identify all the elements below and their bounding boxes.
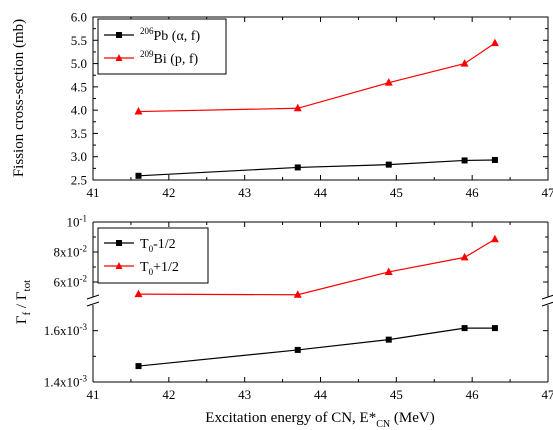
- top-x-tick-label: 42: [162, 185, 175, 200]
- legend-t0-plus-marker: [115, 262, 123, 269]
- bottom-legend-box: [97, 227, 209, 284]
- legend-t0-minus-marker: [116, 240, 122, 246]
- bottom-series-0-point: [294, 346, 301, 353]
- legend-bi-label: 209Bi (p, f): [140, 49, 199, 67]
- bottom-x-tick-label: 41: [87, 387, 100, 402]
- legend-t0-minus-label: T0-1/2: [140, 237, 176, 254]
- legend-entry-t0-plus: T0+1/2: [104, 260, 179, 277]
- bottom-series-0-point: [135, 363, 142, 370]
- top-y-tick-label: 3.5: [71, 126, 87, 141]
- top-series-0-point: [135, 172, 142, 179]
- bottom-chart: 41 42 43 44 45 46 47 10-1 8x10-2 6x10-2 1.6x10-3 1.…: [14, 214, 553, 430]
- top-ticks: 41 42 43 44 45 46 47 2.5 3.0 3.5 4.0 4.5 5.0 5.5 6.0: [71, 10, 553, 201]
- axis-break-left: [86, 294, 100, 307]
- top-y-tick-label: 4.5: [71, 79, 87, 94]
- legend-entry-t0-minus: T0-1/2: [104, 237, 176, 254]
- top-series-1-point: [134, 107, 143, 115]
- bottom-series-1-point: [134, 289, 143, 298]
- top-series-1-point: [384, 78, 393, 86]
- bottom-series-0-point: [461, 325, 468, 332]
- bottom-y-tick-label: 10-1: [67, 214, 88, 230]
- bottom-y-tick-label: 1.6x10-3: [44, 322, 88, 338]
- legend-entry-bi: 209Bi (p, f): [104, 49, 199, 67]
- bottom-x-tick-label: 42: [162, 387, 175, 402]
- top-series-0-point: [385, 161, 392, 168]
- top-series-1-point: [293, 103, 302, 112]
- top-series-0-point: [294, 164, 301, 171]
- bottom-y-tick-label: 8x10-2: [54, 244, 88, 260]
- legend-entry-pb: 206Pb (α, f): [104, 26, 200, 44]
- bottom-series-1-point: [384, 267, 393, 275]
- bottom-series-markers: [134, 234, 499, 370]
- top-series-1-point: [490, 38, 499, 47]
- bottom-series-1-point: [490, 234, 499, 243]
- top-x-tick-label: 41: [87, 185, 100, 200]
- bottom-series-0-point: [491, 325, 498, 332]
- bottom-x-tick-label: 47: [542, 387, 553, 402]
- bottom-x-tick-label: 44: [314, 387, 328, 402]
- bottom-series-1-point: [460, 252, 469, 261]
- top-y-tick-label: 3.0: [71, 149, 87, 164]
- top-y-tick-label: 2.5: [71, 173, 87, 188]
- legend-t0-plus-label: T0+1/2: [140, 260, 179, 277]
- top-series-markers: [134, 38, 499, 179]
- top-x-tick-label: 44: [314, 185, 328, 200]
- bottom-x-tick-label: 45: [390, 387, 403, 402]
- bottom-series-1-point: [293, 290, 302, 298]
- top-series-0-point: [461, 157, 468, 164]
- top-series-0-line: [138, 159, 495, 177]
- top-y-tick-label: 4.0: [71, 103, 87, 118]
- top-y-tick-label: 5.0: [71, 56, 87, 71]
- top-x-tick-label: 47: [542, 185, 553, 200]
- bottom-y-tick-label: 6x10-2: [54, 274, 88, 290]
- bottom-ticks: 41 42 43 44 45 46 47 10-1 8x10-2 6x10-2 1.6x10-3 1.…: [44, 214, 553, 403]
- top-x-tick-label: 45: [390, 185, 403, 200]
- legend-pb-label: 206Pb (α, f): [140, 26, 200, 44]
- top-x-tick-label: 46: [466, 185, 480, 200]
- top-y-axis-title: Fission cross-section (mb): [11, 19, 27, 177]
- bottom-x-tick-label: 43: [238, 387, 251, 402]
- top-series-0-point: [491, 156, 498, 163]
- bottom-series-0-line: [138, 327, 495, 367]
- legend-pb-marker: [116, 32, 122, 38]
- top-y-tick-label: 5.5: [71, 33, 87, 48]
- bottom-series-0-point: [385, 336, 392, 343]
- legend-bi-marker: [115, 54, 123, 61]
- axis-break-right: [541, 294, 553, 307]
- bottom-y-axis-title: Γf / Γtot: [14, 280, 33, 324]
- bottom-x-tick-label: 46: [466, 387, 480, 402]
- bottom-y-tick-label: 1.4x10-3: [44, 374, 88, 390]
- x-axis-title: Excitation energy of CN, E*CN (MeV): [205, 410, 434, 430]
- top-legend-box: [97, 18, 227, 75]
- top-x-tick-label: 43: [238, 185, 251, 200]
- top-y-tick-label: 6.0: [71, 10, 87, 25]
- top-chart: 41 42 43 44 45 46 47 2.5 3.0 3.5 4.0 4.5 5.0 5.5 6.0 F…: [11, 10, 553, 201]
- top-series-1-point: [460, 59, 469, 67]
